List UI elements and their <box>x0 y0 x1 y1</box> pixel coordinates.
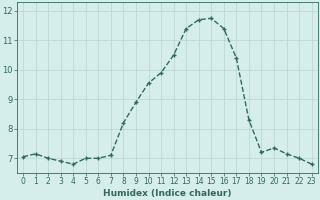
X-axis label: Humidex (Indice chaleur): Humidex (Indice chaleur) <box>103 189 232 198</box>
